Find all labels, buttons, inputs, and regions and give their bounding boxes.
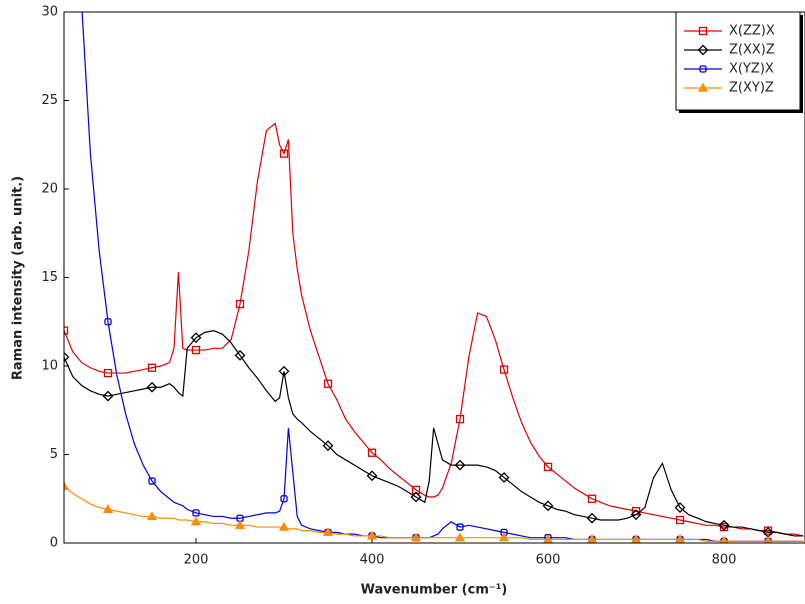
marker — [367, 448, 377, 457]
marker — [675, 515, 685, 525]
marker — [410, 532, 422, 542]
marker — [280, 495, 288, 503]
marker — [322, 527, 334, 537]
marker — [278, 365, 290, 377]
x-tick-label: 800 — [712, 553, 737, 568]
marker — [542, 534, 554, 543]
marker — [699, 65, 707, 73]
x-tick-label: 200 — [184, 553, 209, 568]
marker — [674, 502, 686, 514]
marker — [498, 532, 510, 542]
marker — [454, 532, 466, 542]
marker — [719, 535, 729, 543]
y-tick-label: 10 — [41, 359, 58, 374]
marker — [190, 332, 202, 344]
y-axis-title: Raman intensity (arb. unit.) — [11, 176, 26, 380]
marker — [323, 379, 333, 388]
marker — [630, 509, 642, 521]
y-tick-label: 15 — [41, 270, 58, 285]
y-tick-label: 30 — [41, 5, 58, 20]
marker — [697, 82, 709, 92]
marker — [455, 414, 465, 424]
marker — [64, 481, 70, 491]
x-tick-label: 600 — [536, 553, 561, 568]
marker — [498, 472, 510, 483]
x-tick-label: 400 — [360, 553, 385, 568]
marker — [456, 523, 464, 531]
marker — [102, 390, 114, 402]
x-axis-title: Wavenumber (cm⁻¹) — [361, 583, 508, 598]
marker — [64, 351, 70, 363]
legend — [675, 11, 801, 111]
y-tick-label: 5 — [50, 447, 58, 462]
marker — [410, 491, 422, 503]
marker — [586, 534, 598, 543]
legend-label: X(ZZ)X — [729, 24, 775, 39]
marker — [543, 462, 553, 472]
series-line — [64, 485, 804, 542]
marker — [674, 534, 686, 543]
marker — [190, 516, 202, 526]
y-tick-label: 20 — [41, 182, 58, 197]
marker — [697, 44, 709, 56]
marker — [499, 365, 509, 374]
marker — [234, 349, 246, 361]
marker — [102, 504, 114, 514]
y-tick-label: 25 — [41, 93, 58, 108]
legend-label: Z(XY)Z — [729, 81, 774, 96]
series-line — [64, 122, 804, 537]
marker — [103, 368, 113, 378]
marker — [366, 530, 378, 540]
marker — [587, 494, 597, 503]
y-tick-label: 0 — [50, 536, 58, 551]
marker — [322, 440, 334, 452]
marker — [586, 512, 598, 524]
marker — [104, 318, 112, 326]
marker — [64, 326, 69, 335]
marker — [698, 26, 708, 36]
plot-frame — [63, 11, 805, 544]
marker — [411, 485, 421, 495]
marker — [147, 363, 157, 372]
marker — [234, 519, 246, 529]
marker — [235, 299, 245, 309]
marker — [278, 521, 290, 531]
marker — [366, 470, 378, 482]
marker — [763, 535, 773, 543]
legend-label: Z(XX)Z — [729, 43, 775, 58]
marker — [148, 477, 156, 485]
marker — [279, 149, 289, 158]
series-line — [64, 329, 804, 537]
marker — [146, 381, 158, 393]
marker — [146, 511, 158, 521]
marker — [191, 345, 201, 355]
marker — [718, 519, 730, 531]
legend-label: X(YZ)X — [729, 62, 774, 77]
marker — [542, 500, 554, 512]
marker — [192, 509, 200, 517]
plot-area — [64, 12, 804, 543]
marker — [630, 534, 642, 543]
marker — [454, 459, 466, 471]
